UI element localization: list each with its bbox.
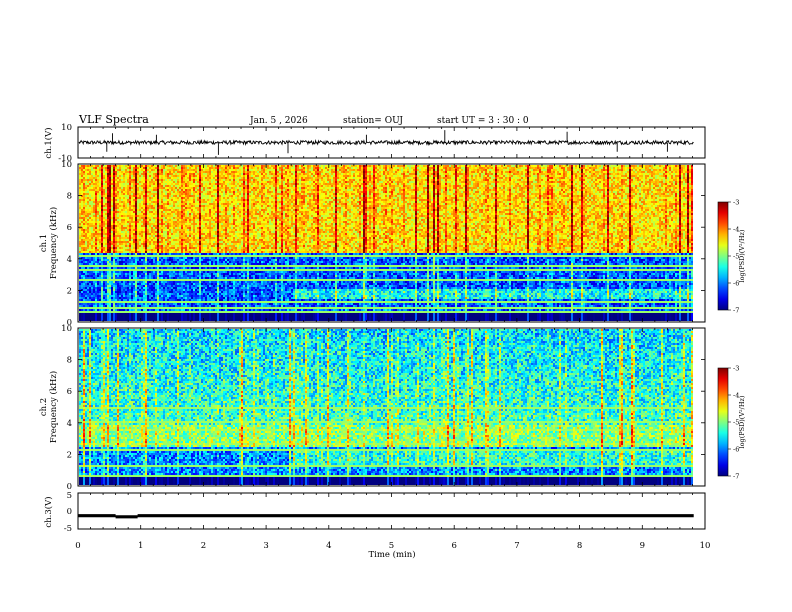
- freq-tick-label: 0: [67, 482, 72, 492]
- freq-tick-label: 6: [67, 387, 72, 397]
- colorbar-tick-label: -7: [733, 473, 739, 481]
- freq-tick-label: 8: [67, 192, 72, 202]
- time-tick-label: 3: [263, 541, 268, 551]
- time-axis-label: Time (min): [368, 549, 415, 560]
- ch3-waveform-ylabel: ch.3(V): [43, 496, 54, 527]
- figure-title: VLF Spectra: [78, 113, 149, 126]
- freq-tick-label: 10: [61, 160, 72, 170]
- ch1-waveform-panel: 10 -10 ch.1(V): [43, 123, 706, 164]
- freq-tick-label: 2: [67, 286, 72, 296]
- freq-tick-label: 10: [61, 324, 72, 334]
- colorbar-tick-label: -5: [733, 419, 739, 427]
- colorbar-gradient: [717, 367, 729, 477]
- ch1-colorbar: -3 -4 -5 -6 -7 log(PSD)(V²/Hz): [717, 199, 746, 315]
- ch3-waveform-ticks: [77, 493, 706, 529]
- ch2-spectrogram-yticks: 0 2 4 6 8 10: [61, 324, 705, 492]
- ch3-ytick-middle: 0: [67, 507, 72, 517]
- ch1-spectrogram-xticks: [77, 164, 706, 322]
- colorbar-label: log(PSD)(V²/Hz): [738, 229, 746, 282]
- time-axis-tick-labels: 0 1 2 3 4 5 6 7 8 9 10: [75, 541, 710, 551]
- ch3-waveform-panel: 5 0 -5 ch.3(V): [43, 491, 706, 534]
- ch2-colorbar: -3 -4 -5 -6 -7 log(PSD)(V²/Hz): [717, 365, 746, 481]
- ch1-ytick-bottom: -10: [58, 154, 72, 164]
- ch1-spectrogram-ylabel-channel: ch.1: [39, 234, 49, 252]
- date-label: Jan. 5 , 2026: [249, 116, 308, 126]
- freq-tick-label: 0: [67, 318, 72, 328]
- ch3-waveform-frame: [77, 492, 706, 530]
- freq-tick-label: 4: [67, 419, 72, 429]
- freq-tick-label: 4: [67, 255, 72, 265]
- time-tick-label: 9: [640, 541, 645, 551]
- colorbar-tick-label: -7: [733, 307, 739, 315]
- ch2-spectrogram-image: [79, 329, 693, 485]
- colorbar-tick-label: -6: [733, 280, 739, 288]
- ch2-spectrogram-panel: ch.2 Frequency (kHz) 0 2 4 6 8 10 -3 -4 -5 -6 -7 l…: [39, 324, 746, 492]
- ch1-waveform-ylabel: ch.1(V): [43, 127, 54, 158]
- ch3-ytick-top: 5: [67, 491, 72, 501]
- time-tick-label: 6: [451, 541, 456, 551]
- time-tick-label: 8: [577, 541, 582, 551]
- time-tick-label: 5: [389, 541, 394, 551]
- ch2-spectrogram-ylabel-channel: ch.2: [39, 398, 49, 416]
- ch3-waveform-line: [78, 514, 694, 519]
- time-tick-label: 0: [75, 541, 80, 551]
- station-label: station= OUJ: [343, 116, 403, 126]
- colorbar-tick-label: -6: [733, 446, 739, 454]
- start-time-label: start UT = 3 : 30 : 0: [437, 116, 529, 126]
- time-tick-label: 10: [700, 541, 711, 551]
- colorbar-tick-label: -4: [733, 392, 739, 400]
- colorbar-tick-label: -5: [733, 253, 739, 261]
- ch1-spectrogram-yticks: 0 2 4 6 8 10: [61, 160, 705, 328]
- ch1-spectrogram-panel: ch.1 Frequency (kHz) 0 2 4 6 8 10 -3 -4 -5 -6 -7 l…: [39, 160, 746, 328]
- time-tick-label: 7: [514, 541, 519, 551]
- freq-tick-label: 2: [67, 450, 72, 460]
- colorbar-gradient: [717, 201, 729, 311]
- freq-tick-label: 6: [67, 223, 72, 233]
- ch1-spectrogram-image: [79, 165, 693, 321]
- ch1-ytick-top: 10: [61, 123, 72, 133]
- ch1-waveform-ticks: [77, 127, 706, 158]
- time-tick-label: 2: [201, 541, 206, 551]
- time-tick-label: 1: [138, 541, 143, 551]
- colorbar-label: log(PSD)(V²/Hz): [738, 395, 746, 448]
- colorbar-tick-label: -3: [733, 199, 739, 207]
- colorbar-tick-label: -3: [733, 365, 739, 373]
- freq-tick-label: 8: [67, 356, 72, 366]
- ch1-spectrogram-ylabel-frequency: Frequency (kHz): [48, 207, 59, 279]
- colorbar-tick-label: -4: [733, 226, 739, 234]
- ch2-spectrogram-xticks: [77, 328, 706, 486]
- time-tick-label: 4: [326, 541, 331, 551]
- ch2-spectrogram-ylabel-frequency: Frequency (kHz): [48, 371, 59, 443]
- ch1-waveform-line: [78, 130, 694, 155]
- ch3-ytick-bottom: -5: [64, 524, 72, 534]
